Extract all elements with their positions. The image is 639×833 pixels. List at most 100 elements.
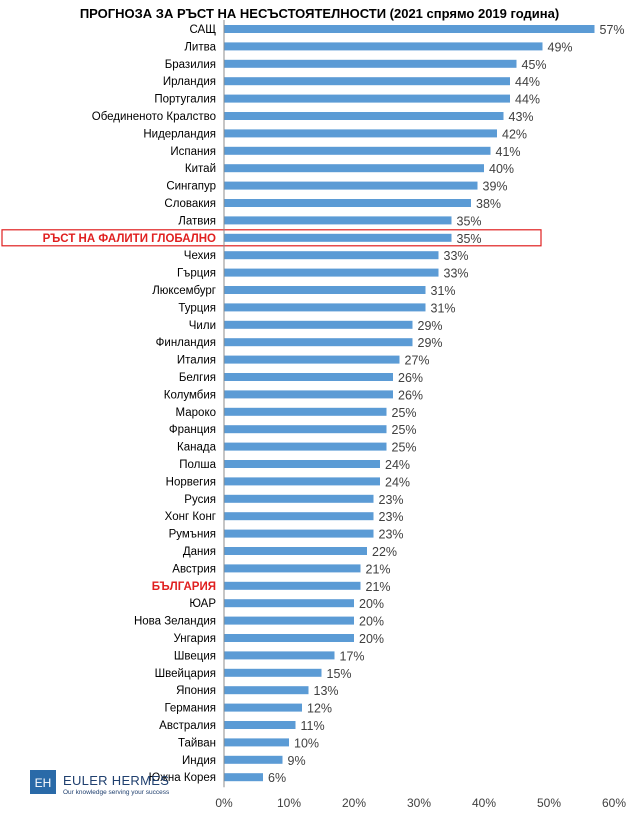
- category-label: Чехия: [184, 250, 216, 262]
- value-label: 17%: [340, 649, 365, 663]
- value-label: 49%: [548, 40, 573, 54]
- value-label: 35%: [457, 214, 482, 228]
- value-label: 41%: [496, 145, 521, 159]
- value-label: 25%: [392, 423, 417, 437]
- value-label: 31%: [431, 301, 456, 315]
- value-label: 44%: [515, 93, 540, 107]
- category-label: Люксембург: [152, 285, 216, 297]
- x-tick-label: 40%: [472, 796, 496, 810]
- logo-mark-text: EH: [35, 776, 52, 790]
- bar: [224, 94, 510, 103]
- category-label: Румъния: [169, 529, 216, 541]
- value-label: 11%: [301, 719, 325, 733]
- bar: [224, 773, 263, 782]
- bar: [224, 494, 374, 503]
- category-label: Китай: [185, 163, 216, 175]
- category-label: Австралия: [159, 720, 216, 732]
- value-label: 26%: [398, 388, 423, 402]
- bar: [224, 251, 439, 260]
- bar: [224, 355, 400, 364]
- value-label: 23%: [379, 528, 404, 542]
- value-label: 24%: [385, 475, 410, 489]
- value-label: 25%: [392, 406, 417, 420]
- category-label: Норвегия: [166, 476, 216, 488]
- value-label: 29%: [418, 336, 443, 350]
- category-label: БЪЛГАРИЯ: [152, 581, 216, 593]
- bar: [224, 112, 504, 120]
- category-label: Мароко: [176, 407, 216, 419]
- value-label: 42%: [502, 127, 527, 141]
- bar: [224, 442, 387, 451]
- category-label: Дания: [183, 546, 216, 558]
- value-label: 40%: [489, 162, 514, 176]
- x-tick-label: 30%: [407, 796, 431, 810]
- value-label: 9%: [288, 754, 306, 768]
- category-label: Португалия: [154, 94, 216, 106]
- bar: [224, 42, 543, 51]
- bar: [224, 286, 426, 294]
- value-label: 39%: [483, 180, 508, 194]
- bar: [224, 268, 439, 277]
- value-label: 43%: [509, 110, 534, 124]
- bar: [224, 686, 309, 695]
- bar: [224, 59, 517, 68]
- bar: [224, 529, 374, 538]
- bar: [224, 634, 354, 642]
- value-label: 24%: [385, 458, 410, 472]
- category-label: Финландия: [156, 337, 216, 349]
- value-label: 33%: [444, 249, 469, 263]
- bar: [224, 216, 452, 225]
- bar: [224, 581, 361, 590]
- category-label: ЮАР: [189, 598, 216, 610]
- category-label: Испания: [170, 146, 216, 158]
- category-label: Чили: [189, 320, 216, 332]
- value-label: 57%: [600, 23, 625, 37]
- bar: [224, 651, 335, 660]
- value-label: 6%: [268, 771, 286, 785]
- category-label: Колумбия: [164, 389, 216, 401]
- logo-tagline: Our knowledge serving your success: [63, 789, 170, 796]
- bar: [224, 199, 471, 207]
- bar: [224, 181, 478, 190]
- bar: [224, 738, 289, 747]
- bar: [224, 460, 380, 468]
- x-tick-label: 10%: [277, 796, 301, 810]
- value-label: 15%: [327, 667, 352, 681]
- x-tick-label: 50%: [537, 796, 561, 810]
- bar: [224, 25, 595, 33]
- category-label: Белгия: [179, 372, 216, 384]
- category-label: Бразилия: [165, 59, 216, 71]
- category-label: Германия: [164, 703, 216, 715]
- bar: [224, 338, 413, 347]
- category-label: Нова Зеландия: [134, 616, 216, 628]
- category-label: Австрия: [172, 563, 216, 575]
- category-label: Словакия: [164, 198, 216, 210]
- highlight-box: [1, 229, 542, 247]
- value-label: 20%: [359, 597, 384, 611]
- bar: [224, 373, 393, 381]
- category-label: Полша: [179, 459, 216, 471]
- value-label: 27%: [405, 354, 430, 368]
- euler-hermes-logo: EH EULER HERMES Our knowledge serving yo…: [30, 770, 190, 820]
- value-label: 21%: [366, 562, 391, 576]
- bar: [224, 599, 354, 608]
- value-label: 23%: [379, 510, 404, 524]
- bar: [224, 721, 296, 729]
- category-label: Южна Корея: [149, 772, 216, 784]
- value-label: 45%: [522, 58, 547, 72]
- logo-mark-icon: EH: [30, 770, 56, 794]
- category-label: Хонг Конг: [165, 511, 216, 523]
- category-label: Франция: [169, 424, 216, 436]
- bar: [224, 512, 374, 521]
- category-label: Обединеното Кралство: [92, 111, 216, 123]
- value-label: 13%: [314, 684, 339, 698]
- bar: [224, 164, 484, 173]
- value-label: 22%: [372, 545, 397, 559]
- bar: [224, 303, 426, 312]
- bar: [224, 477, 380, 486]
- bar: [224, 703, 302, 712]
- category-label: Швеция: [174, 650, 216, 662]
- bar: [224, 77, 510, 86]
- bar: [224, 755, 283, 764]
